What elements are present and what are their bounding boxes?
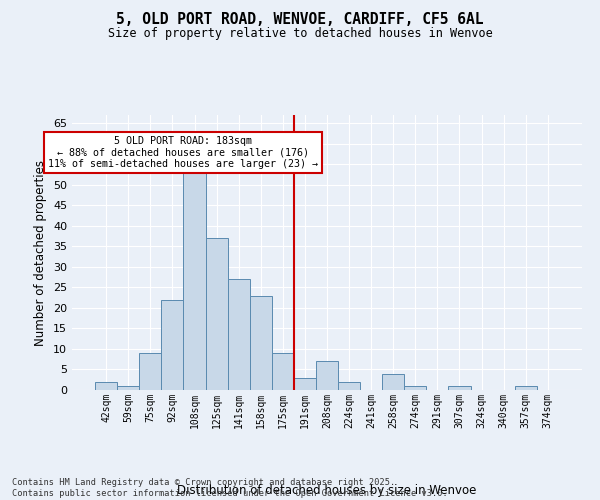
Bar — [161, 300, 184, 390]
Bar — [95, 382, 117, 390]
Bar — [206, 238, 227, 390]
Text: Size of property relative to detached houses in Wenvoe: Size of property relative to detached ho… — [107, 28, 493, 40]
Bar — [227, 279, 250, 390]
X-axis label: Distribution of detached houses by size in Wenvoe: Distribution of detached houses by size … — [178, 484, 476, 496]
Bar — [316, 362, 338, 390]
Bar — [117, 386, 139, 390]
Bar — [515, 386, 537, 390]
Bar — [250, 296, 272, 390]
Bar — [272, 353, 294, 390]
Bar — [294, 378, 316, 390]
Bar — [382, 374, 404, 390]
Bar — [338, 382, 360, 390]
Text: Contains HM Land Registry data © Crown copyright and database right 2025.
Contai: Contains HM Land Registry data © Crown c… — [12, 478, 448, 498]
Bar — [448, 386, 470, 390]
Bar — [404, 386, 427, 390]
Text: 5, OLD PORT ROAD, WENVOE, CARDIFF, CF5 6AL: 5, OLD PORT ROAD, WENVOE, CARDIFF, CF5 6… — [116, 12, 484, 28]
Y-axis label: Number of detached properties: Number of detached properties — [34, 160, 47, 346]
Text: 5 OLD PORT ROAD: 183sqm
← 88% of detached houses are smaller (176)
11% of semi-d: 5 OLD PORT ROAD: 183sqm ← 88% of detache… — [49, 136, 319, 168]
Bar — [184, 172, 206, 390]
Bar — [139, 353, 161, 390]
